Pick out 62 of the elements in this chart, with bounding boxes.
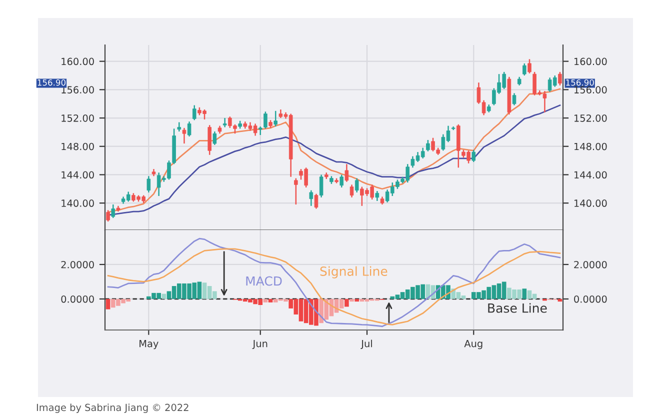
bar (354, 298, 360, 302)
candlestick (294, 178, 298, 206)
bar (263, 298, 268, 302)
candlestick (182, 127, 186, 144)
bar (344, 298, 349, 307)
bar (350, 298, 354, 302)
candlestick (177, 122, 182, 132)
candlestick (344, 163, 349, 182)
candlestick (426, 139, 430, 152)
candlestick (309, 190, 314, 207)
y2-tick-label: 140.00 (574, 200, 607, 207)
candlestick (522, 62, 526, 76)
candlestick (354, 178, 359, 194)
candlestick (187, 120, 192, 138)
candlestick (472, 149, 476, 163)
candlestick (319, 174, 324, 198)
candlestick (558, 71, 562, 86)
y2-tick-label: 148.00 (574, 142, 607, 150)
y2-tick-label: 156.00 (574, 86, 607, 94)
candlestick (222, 117, 227, 128)
candlestick (512, 92, 516, 106)
candlestick (106, 210, 110, 222)
candlestick (258, 126, 262, 136)
candlestick (111, 204, 116, 219)
candlestick (208, 124, 212, 156)
y2-tick-label: 152.00 (574, 114, 607, 122)
bar (162, 294, 166, 299)
y-tick-label: 156.00 (62, 86, 94, 94)
y-tick-label: 144.00 (62, 171, 94, 179)
y-tick-label: 148.00 (62, 142, 94, 150)
y2-tick-label: 144.00 (574, 171, 607, 179)
ref-line-label: Base Line (488, 303, 547, 313)
x-tick-label: Aug (464, 340, 482, 350)
candlestick (192, 104, 196, 121)
candlestick (340, 174, 344, 188)
bar (522, 288, 527, 299)
bar (268, 298, 273, 302)
x-tick-label: Jul (360, 340, 372, 350)
candlestick (375, 190, 380, 202)
candlestick (350, 184, 354, 198)
y-tick-label: 2.0000 (61, 260, 94, 268)
series-label: Signal Line (320, 266, 388, 278)
text: 156.90 (38, 79, 66, 86)
y-tick-label: 140.00 (62, 200, 94, 207)
candlestick (274, 110, 278, 128)
text: Image by Sabrina Jiang © 2022 (36, 404, 188, 413)
y-tick-label: 0.0000 (61, 295, 94, 303)
y2-tick-label: 2.0000 (574, 260, 607, 268)
candlestick (314, 193, 318, 210)
candlestick (264, 111, 268, 130)
candlestick (212, 130, 217, 146)
text: 156.90 (566, 79, 594, 86)
candlestick (528, 58, 532, 74)
bar (106, 298, 110, 310)
y-tick-label: 160.00 (62, 58, 94, 66)
candlestick (146, 176, 151, 194)
y2-tick-label: 0.0000 (574, 295, 607, 303)
x-tick-label: May (140, 340, 158, 350)
y2-tick-label: 160.00 (574, 58, 607, 66)
series-label: MACD (246, 276, 282, 286)
x-tick-label: Jun (252, 340, 268, 350)
y-tick-label: 152.00 (62, 114, 94, 122)
